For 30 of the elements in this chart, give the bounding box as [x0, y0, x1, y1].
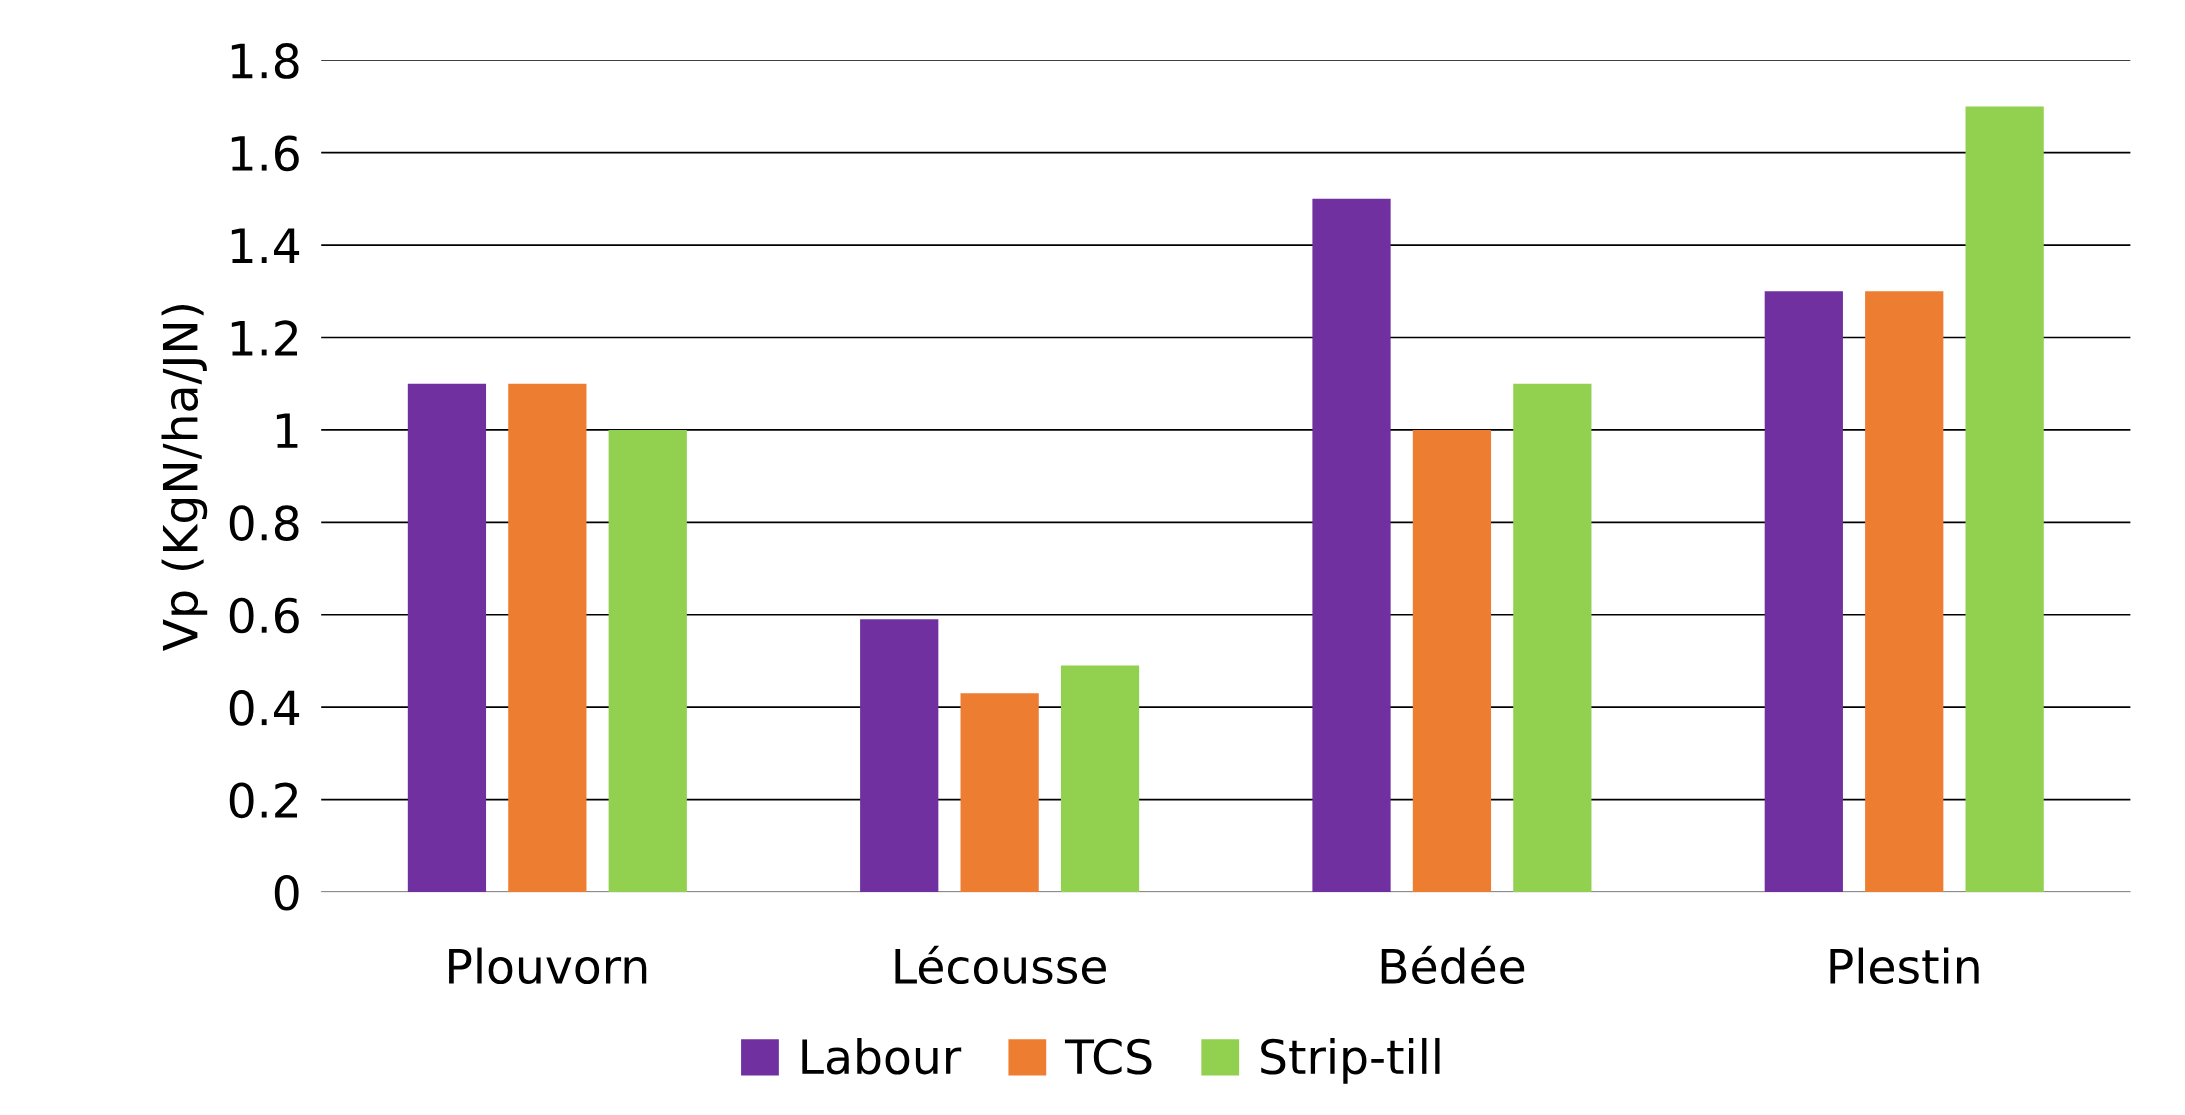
x-tick-label: Lécousse	[895, 945, 1106, 985]
y-tick-label: 0.4	[229, 690, 300, 726]
bar	[1412, 429, 1492, 892]
x-tick-label: Bédée	[1381, 945, 1525, 985]
legend-label: TCS	[1064, 1038, 1152, 1075]
bar	[960, 693, 1039, 892]
y-axis-title: Vp (KgN/ha/JN)	[161, 305, 208, 651]
y-tick-label: 0	[274, 874, 299, 911]
y-tick-label: 0.2	[229, 782, 298, 819]
y-tick-label: 0.8	[229, 505, 299, 541]
bar	[1060, 665, 1140, 892]
legend-label: Labour	[802, 1037, 962, 1075]
y-tick-label: 0.6	[229, 597, 299, 634]
y-tick-label: 1.6	[231, 135, 299, 172]
bar	[1513, 383, 1592, 892]
bar	[860, 619, 939, 892]
bar	[1965, 106, 2044, 892]
legend-label: Strip-till	[1261, 1037, 1440, 1084]
x-tick-label: Plouvorn	[449, 947, 647, 985]
y-tick-label: 1.8	[231, 43, 299, 79]
x-tick-label: Plestin	[1830, 947, 1979, 985]
bar	[1865, 291, 1944, 892]
bar	[508, 383, 587, 892]
y-tick-label: 1	[276, 413, 298, 448]
bar	[608, 429, 687, 892]
y-tick-label: 1.2	[231, 320, 298, 356]
bar	[407, 383, 487, 892]
bar	[1312, 198, 1391, 892]
y-tick-label: 1.4	[231, 228, 300, 263]
bar	[1764, 291, 1843, 892]
